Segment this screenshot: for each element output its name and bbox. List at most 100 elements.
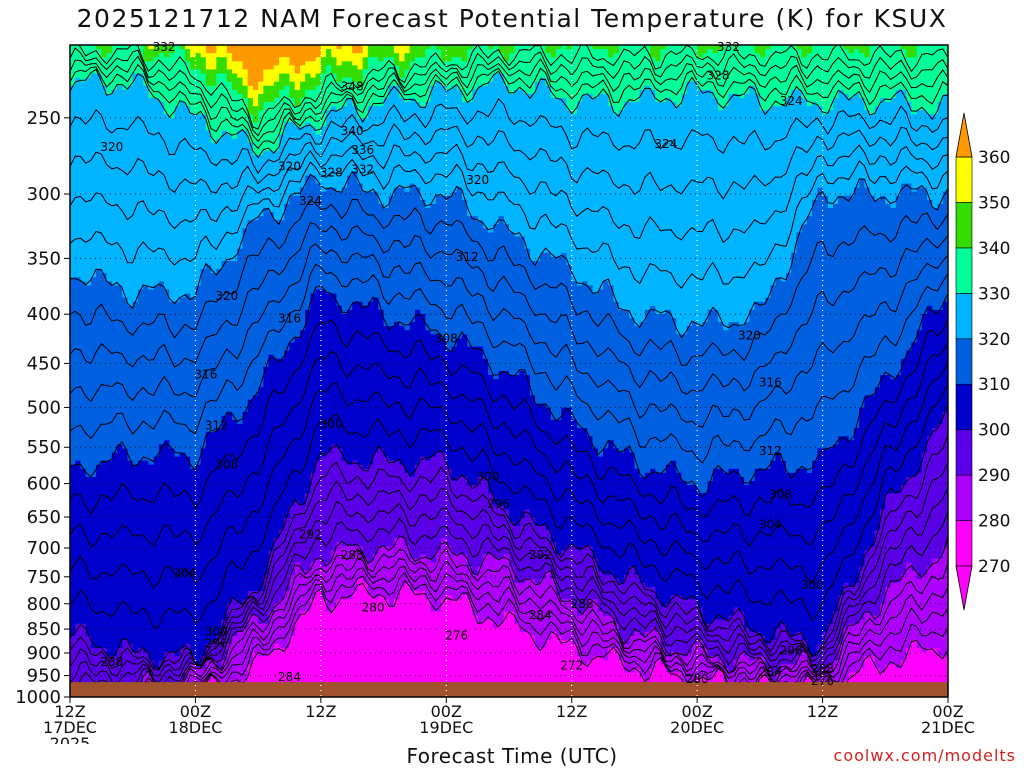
theta-cell — [159, 257, 165, 262]
theta-cell — [101, 179, 107, 184]
theta-cell — [180, 457, 186, 462]
theta-cell — [96, 298, 102, 303]
theta-cell — [70, 400, 76, 405]
theta-cell — [222, 61, 228, 66]
theta-cell — [101, 481, 107, 486]
theta-cell — [159, 175, 165, 180]
theta-cell — [96, 453, 102, 458]
theta-cell — [96, 212, 102, 217]
theta-cell — [127, 253, 133, 258]
theta-cell — [185, 477, 191, 482]
theta-cell — [75, 232, 81, 237]
theta-cell — [138, 86, 144, 91]
theta-cell — [112, 505, 118, 510]
theta-cell — [101, 175, 107, 180]
theta-cell — [133, 86, 139, 91]
theta-cell — [138, 196, 144, 201]
theta-cell — [190, 322, 196, 327]
theta-cell — [101, 371, 107, 376]
theta-cell — [127, 677, 133, 682]
theta-cell — [164, 616, 170, 621]
theta-cell — [201, 49, 207, 54]
theta-cell — [201, 550, 207, 555]
theta-cell — [127, 118, 133, 123]
theta-cell — [148, 514, 154, 519]
theta-cell — [216, 558, 222, 563]
theta-cell — [127, 599, 133, 604]
theta-cell — [107, 306, 113, 311]
theta-cell — [86, 147, 92, 152]
theta-cell — [80, 220, 86, 225]
theta-cell — [80, 542, 86, 547]
theta-cell — [96, 514, 102, 519]
theta-cell — [154, 632, 160, 637]
theta-cell — [96, 489, 102, 494]
theta-cell — [154, 253, 160, 258]
theta-cell — [211, 522, 217, 527]
theta-cell — [211, 534, 217, 539]
theta-cell — [86, 501, 92, 506]
theta-cell — [190, 159, 196, 164]
theta-cell — [112, 237, 118, 242]
theta-cell — [195, 200, 201, 205]
theta-cell — [216, 444, 222, 449]
theta-cell — [122, 61, 128, 66]
theta-cell — [112, 220, 118, 225]
theta-cell — [175, 204, 181, 209]
theta-cell — [112, 285, 118, 290]
theta-cell — [80, 550, 86, 555]
theta-cell — [117, 86, 123, 91]
theta-cell — [154, 660, 160, 665]
theta-cell — [133, 587, 139, 592]
theta-cell — [222, 163, 228, 168]
theta-cell — [232, 171, 238, 176]
theta-cell — [80, 179, 86, 184]
theta-cell — [91, 302, 97, 307]
theta-cell — [91, 616, 97, 621]
theta-cell — [159, 599, 165, 604]
theta-cell — [117, 469, 123, 474]
theta-cell — [206, 175, 212, 180]
theta-cell — [216, 175, 222, 180]
theta-cell — [107, 118, 113, 123]
theta-cell — [75, 644, 81, 649]
theta-cell — [117, 110, 123, 115]
theta-cell — [122, 241, 128, 246]
theta-cell — [154, 306, 160, 311]
theta-cell — [227, 155, 233, 160]
theta-cell — [190, 351, 196, 356]
theta-cell — [70, 583, 76, 588]
theta-cell — [154, 607, 160, 612]
theta-cell — [195, 668, 201, 673]
theta-cell — [227, 583, 233, 588]
theta-cell — [143, 505, 149, 510]
theta-cell — [175, 253, 181, 258]
theta-cell — [127, 538, 133, 543]
theta-cell — [96, 595, 102, 600]
theta-cell — [154, 367, 160, 372]
theta-cell — [107, 285, 113, 290]
theta-cell — [70, 151, 76, 156]
theta-cell — [143, 232, 149, 237]
theta-cell — [206, 220, 212, 225]
theta-cell — [107, 624, 113, 629]
theta-cell — [107, 102, 113, 107]
theta-cell — [80, 135, 86, 140]
theta-cell — [227, 334, 233, 339]
theta-cell — [164, 595, 170, 600]
theta-cell — [80, 167, 86, 172]
theta-cell — [180, 167, 186, 172]
theta-cell — [80, 106, 86, 111]
theta-cell — [227, 550, 233, 555]
theta-cell — [122, 277, 128, 282]
theta-cell — [180, 159, 186, 164]
theta-cell — [154, 163, 160, 168]
theta-cell — [201, 290, 207, 295]
theta-cell — [112, 408, 118, 413]
theta-cell — [175, 440, 181, 445]
theta-cell — [80, 420, 86, 425]
theta-cell — [122, 591, 128, 596]
theta-cell — [112, 391, 118, 396]
theta-cell — [159, 359, 165, 364]
theta-cell — [206, 61, 212, 66]
